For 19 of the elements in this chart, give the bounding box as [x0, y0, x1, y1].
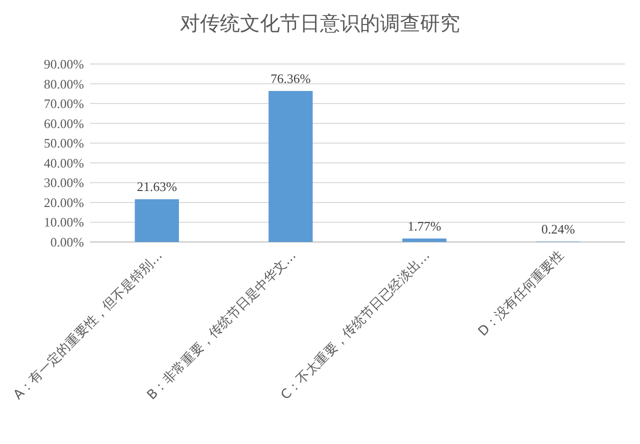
y-tick-label: 60.00% — [44, 116, 84, 131]
data-label: 76.36% — [270, 70, 311, 86]
y-tick-label: 70.00% — [44, 96, 84, 112]
x-tick-label: D：没有任何重要性 — [476, 248, 567, 340]
chart-title: 对传统文化节日意识的调查研究 — [180, 11, 460, 35]
y-tick-label: 80.00% — [44, 76, 84, 92]
data-label: 21.63% — [136, 179, 178, 194]
y-tick-label: 20.00% — [44, 194, 84, 210]
data-label: 1.77% — [408, 218, 442, 234]
y-tick-label: 90.00% — [44, 56, 84, 72]
data-label: 0.24% — [541, 222, 576, 237]
y-tick-label: 30.00% — [44, 175, 84, 190]
y-tick-label: 0.00% — [50, 234, 84, 250]
bar — [134, 199, 179, 242]
y-tick-label: 50.00% — [44, 136, 84, 151]
bar — [268, 90, 313, 242]
y-tick-label: 10.00% — [44, 214, 84, 230]
bar — [402, 238, 446, 242]
y-tick-label: 40.00% — [44, 155, 84, 170]
